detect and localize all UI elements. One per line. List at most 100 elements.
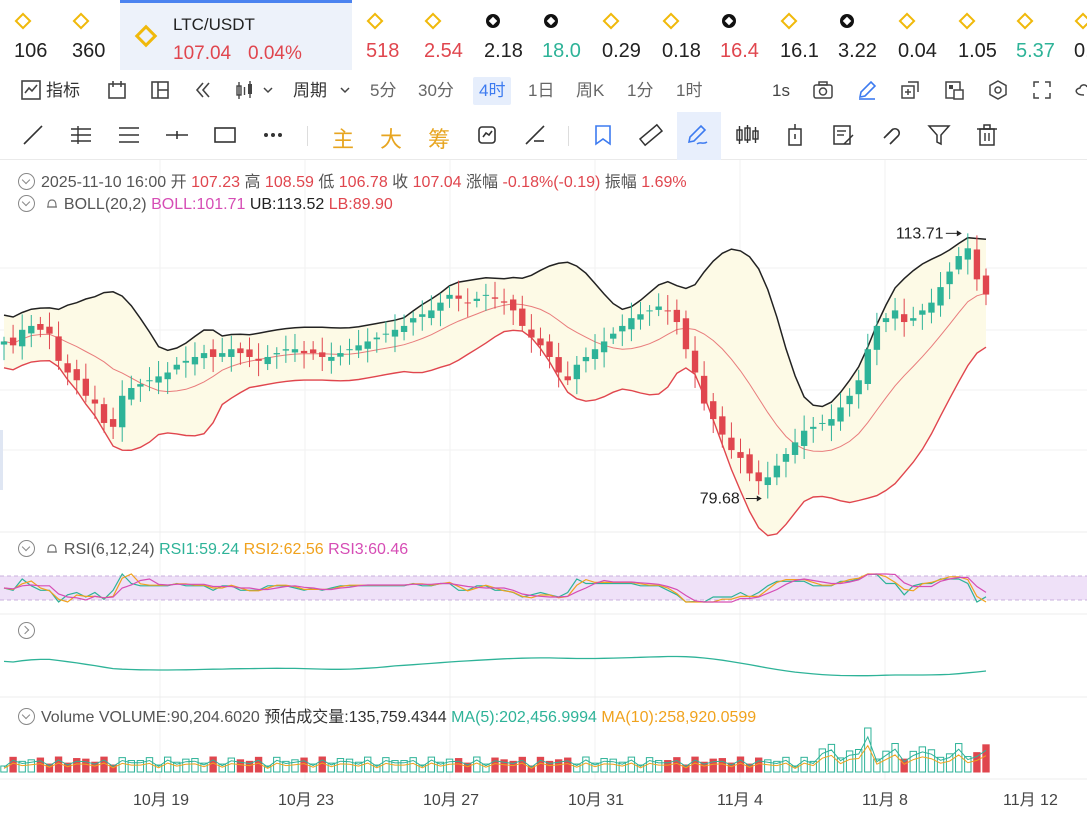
trend-line-icon[interactable] (20, 122, 48, 150)
period-3[interactable]: 1日 (528, 81, 555, 100)
ticker-item[interactable]: 2.54 (424, 0, 482, 70)
indicators-button[interactable]: 指标 (46, 81, 80, 100)
collapse-icon[interactable] (18, 173, 35, 190)
rectangle-icon[interactable] (212, 122, 240, 150)
indicator-icon[interactable] (20, 79, 44, 103)
candle (837, 407, 844, 422)
lock-icon[interactable] (782, 122, 810, 150)
period-2[interactable]: 4时 (473, 77, 512, 105)
ticker-item[interactable]: 518 (366, 0, 424, 70)
ticker-item[interactable]: 5.37 (1016, 0, 1074, 70)
ticker-item[interactable]: 360 (72, 0, 130, 70)
okx-icon (722, 14, 736, 28)
active-ticker[interactable]: LTC/USDT 107.04 0.04% (120, 0, 352, 70)
chip-distribution-button[interactable]: 筹 (428, 127, 451, 152)
ticker-item[interactable]: 106 (14, 0, 72, 70)
filter-icon[interactable] (926, 122, 954, 150)
volume-bar (418, 764, 426, 773)
ruler-icon[interactable] (638, 122, 666, 150)
chevron-down-icon[interactable] (339, 83, 363, 107)
volume-bar (936, 756, 945, 773)
camera-icon[interactable] (812, 79, 836, 103)
volume-bar (982, 744, 990, 773)
candle (573, 364, 581, 380)
period-button[interactable]: 周期 (293, 81, 327, 100)
ticker-item[interactable]: 0.18 (662, 0, 720, 70)
ticker-item[interactable]: 16.1 (780, 0, 838, 70)
collapse-icon[interactable] (18, 540, 35, 557)
horizontal-lines-icon[interactable] (68, 122, 96, 150)
sync-icon[interactable] (474, 122, 502, 150)
replay-icon[interactable] (192, 79, 216, 103)
high-label: 高 (244, 174, 261, 191)
volume-bar (73, 758, 81, 773)
volume-bar (182, 758, 190, 773)
candle (119, 395, 126, 428)
big-order-button[interactable]: 大 (380, 127, 403, 152)
magnet-icon[interactable] (878, 122, 906, 150)
expand-icon[interactable] (18, 622, 35, 639)
x-tick-label: 11月 12 (1003, 792, 1058, 809)
cloud-icon[interactable] (1072, 79, 1087, 103)
ticker-item[interactable]: 16.4 (720, 0, 778, 70)
layout-icon[interactable] (149, 79, 173, 103)
bookmark-icon[interactable] (590, 122, 618, 150)
period-5[interactable]: 1分 (627, 81, 654, 100)
candle (873, 325, 881, 350)
candle-pattern-icon[interactable] (734, 122, 762, 150)
ticker-value: 0.0 (1074, 40, 1087, 62)
trash-icon[interactable] (974, 122, 1002, 150)
candle (719, 416, 726, 435)
collapse-icon[interactable] (18, 195, 35, 212)
boll-upper-value: UB:113.52 (249, 196, 325, 213)
bell-icon[interactable] (41, 541, 64, 558)
candle (373, 337, 380, 340)
candle (973, 249, 981, 280)
magic-pen-icon[interactable] (685, 122, 713, 150)
candle (691, 350, 699, 373)
horizontal-ray-icon[interactable] (164, 122, 192, 150)
candle (100, 404, 108, 423)
candle-type-icon[interactable] (234, 79, 258, 103)
measure-icon[interactable] (522, 122, 550, 150)
candle (828, 419, 835, 426)
candle (810, 426, 817, 429)
add-window-icon[interactable] (899, 79, 923, 103)
parallel-channel-icon[interactable] (116, 122, 144, 150)
bell-icon[interactable] (41, 196, 64, 213)
candle (728, 437, 735, 451)
chevron-down-icon[interactable] (262, 83, 286, 107)
ticker-item[interactable]: 18.0 (542, 0, 600, 70)
template-icon[interactable] (106, 79, 130, 103)
period-6[interactable]: 1时 (676, 81, 703, 100)
ticker-item[interactable]: 2.18 (484, 0, 542, 70)
settings-icon[interactable] (987, 79, 1011, 103)
ticker-item[interactable]: 0.04 (898, 0, 956, 70)
period-0[interactable]: 5分 (370, 81, 397, 100)
open-value: 107.23 (191, 174, 240, 191)
volume-bar (636, 764, 645, 773)
candle (610, 333, 617, 339)
ticker-item[interactable]: 0.0 (1074, 0, 1087, 70)
qrcode-icon[interactable] (943, 79, 967, 103)
candle (946, 271, 953, 285)
refresh-interval[interactable]: 1s (772, 81, 790, 100)
volume-bar (682, 764, 690, 773)
collapse-icon[interactable] (18, 708, 35, 725)
candle (846, 395, 853, 405)
fullscreen-icon[interactable] (1031, 79, 1055, 103)
candle (291, 349, 299, 353)
note-edit-icon[interactable] (830, 122, 858, 150)
period-4[interactable]: 周K (576, 81, 605, 100)
ticker-item[interactable]: 3.22 (838, 0, 896, 70)
candle (319, 352, 326, 357)
more-icon[interactable] (260, 122, 288, 150)
boll-name: BOLL(20,2) (63, 196, 147, 213)
period-1[interactable]: 30分 (418, 81, 454, 100)
ticker-item[interactable]: 1.05 (958, 0, 1016, 70)
main-force-button[interactable]: 主 (332, 127, 355, 152)
volume-bar (136, 760, 145, 773)
ticker-item[interactable]: 0.29 (602, 0, 660, 70)
pencil-icon[interactable] (856, 79, 880, 103)
